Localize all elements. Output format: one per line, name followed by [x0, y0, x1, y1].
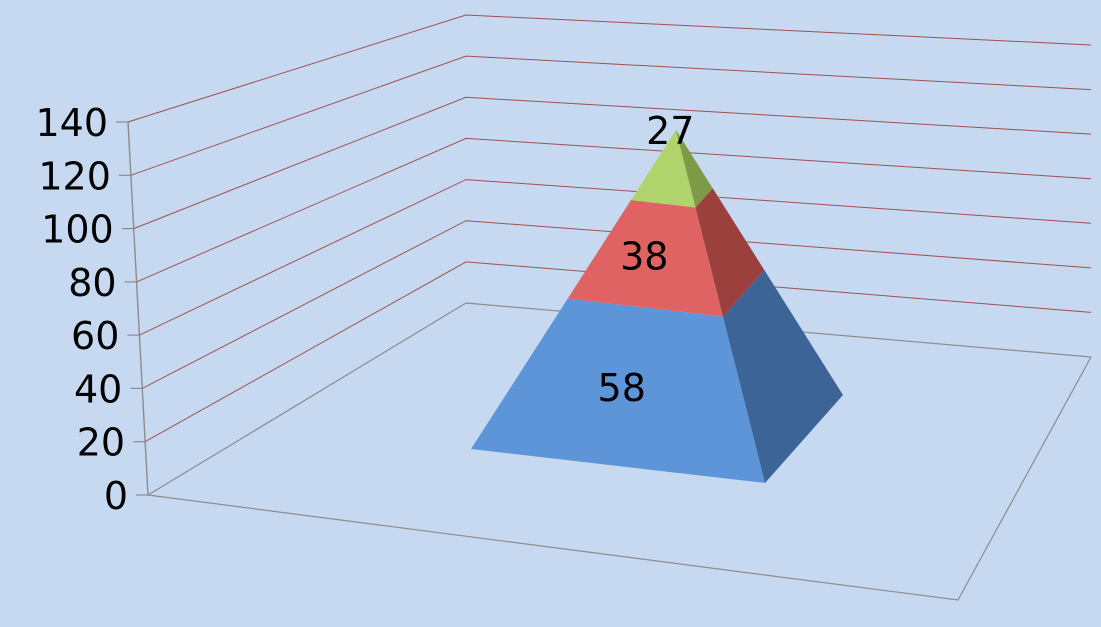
data-label: 58: [598, 366, 646, 410]
gridline: [144, 261, 1092, 443]
y-tick-label: 60: [71, 314, 119, 358]
y-tick-label: 100: [41, 208, 114, 252]
pyramid-segment-front: [631, 130, 696, 208]
data-labels: 58 38 27: [598, 109, 695, 410]
y-axis-tick-labels: 0 20 40 60 80 100 120 140: [35, 101, 128, 518]
gridline: [139, 179, 1092, 336]
pyramid: [471, 130, 843, 483]
y-tick-label: 120: [38, 154, 111, 198]
data-label: 38: [620, 235, 668, 279]
gridline: [133, 96, 1092, 230]
gridline: [136, 137, 1092, 283]
data-label: 27: [646, 109, 694, 153]
y-tick-label: 140: [35, 101, 108, 145]
gridline: [127, 14, 1092, 123]
floor-front-edge: [147, 356, 1092, 601]
pyramid-segment-side: [695, 188, 765, 317]
y-tick-label: 40: [74, 367, 122, 411]
floor-back-edge: [147, 302, 1092, 496]
pyramid-segment-side: [723, 270, 843, 483]
pyramid-segment-front: [471, 298, 765, 483]
y-tick-label: 80: [68, 261, 116, 305]
y-tick-label: 0: [104, 474, 128, 518]
pyramid-segment-side: [676, 130, 713, 208]
y-axis-line: [127, 121, 149, 496]
gridline: [130, 55, 1092, 176]
y-tick-label: 20: [77, 421, 125, 465]
chart-walls: [116, 14, 1092, 601]
gridline: [142, 220, 1092, 389]
pyramid-segment-front: [567, 200, 723, 317]
